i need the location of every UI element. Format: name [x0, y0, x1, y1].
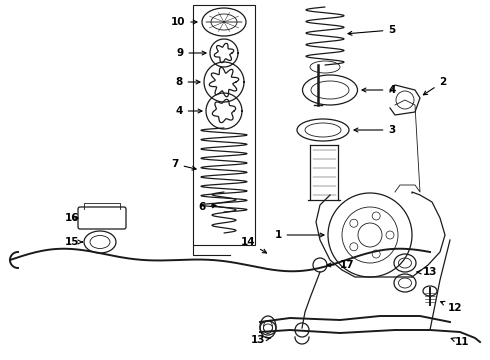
Text: 8: 8	[175, 77, 200, 87]
Text: 1: 1	[274, 230, 324, 240]
Text: 10: 10	[171, 17, 197, 27]
Text: 12: 12	[441, 301, 462, 313]
Text: 13: 13	[417, 267, 437, 277]
Bar	[193, 5, 255, 245]
Text: 17: 17	[327, 260, 354, 270]
Text: 4: 4	[175, 106, 202, 116]
Text: 14: 14	[241, 237, 267, 253]
Text: 9: 9	[176, 48, 206, 58]
Text: 13: 13	[251, 335, 271, 345]
Text: 5: 5	[348, 25, 395, 35]
Text: 15: 15	[65, 237, 82, 247]
Text: 11: 11	[451, 337, 469, 347]
Text: 16: 16	[65, 213, 79, 223]
Text: 3: 3	[354, 125, 395, 135]
Text: 7: 7	[172, 159, 196, 170]
Text: 4: 4	[362, 85, 396, 95]
Text: 2: 2	[423, 77, 446, 95]
Text: 6: 6	[198, 202, 216, 212]
